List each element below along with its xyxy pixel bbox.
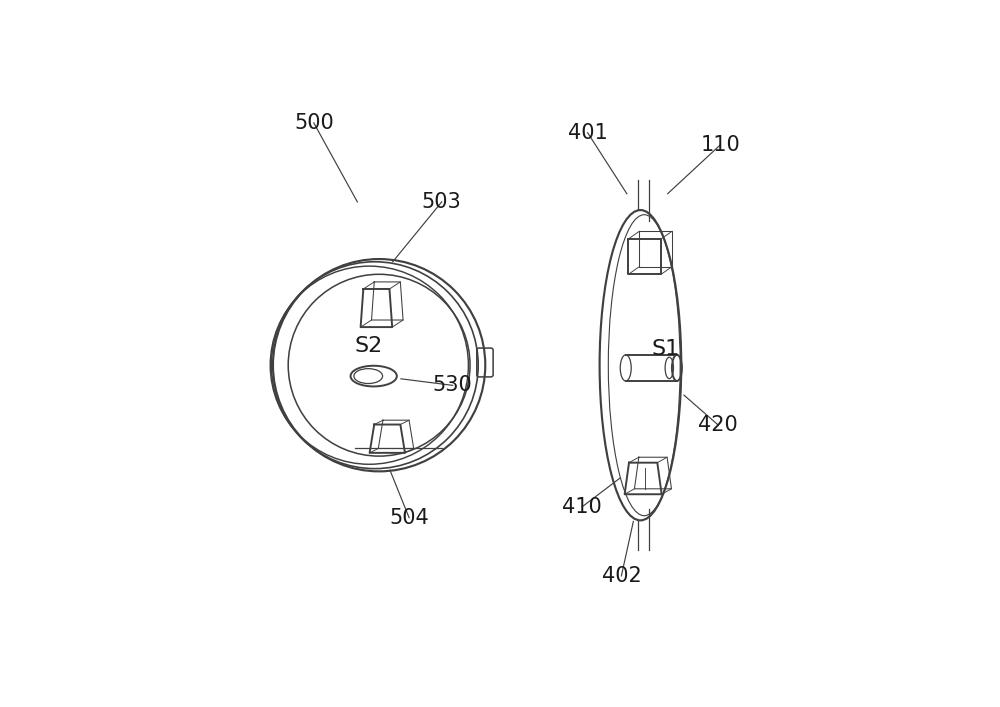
Text: S1: S1 [652, 339, 680, 359]
Text: 410: 410 [562, 497, 602, 517]
Text: S2: S2 [354, 336, 382, 356]
Text: 503: 503 [422, 192, 462, 212]
Text: 110: 110 [701, 135, 740, 155]
Text: 401: 401 [568, 123, 608, 143]
Text: 420: 420 [698, 415, 738, 435]
Text: 500: 500 [294, 113, 334, 133]
Text: 530: 530 [433, 375, 472, 395]
Text: 504: 504 [389, 508, 429, 527]
Text: 402: 402 [602, 566, 641, 586]
